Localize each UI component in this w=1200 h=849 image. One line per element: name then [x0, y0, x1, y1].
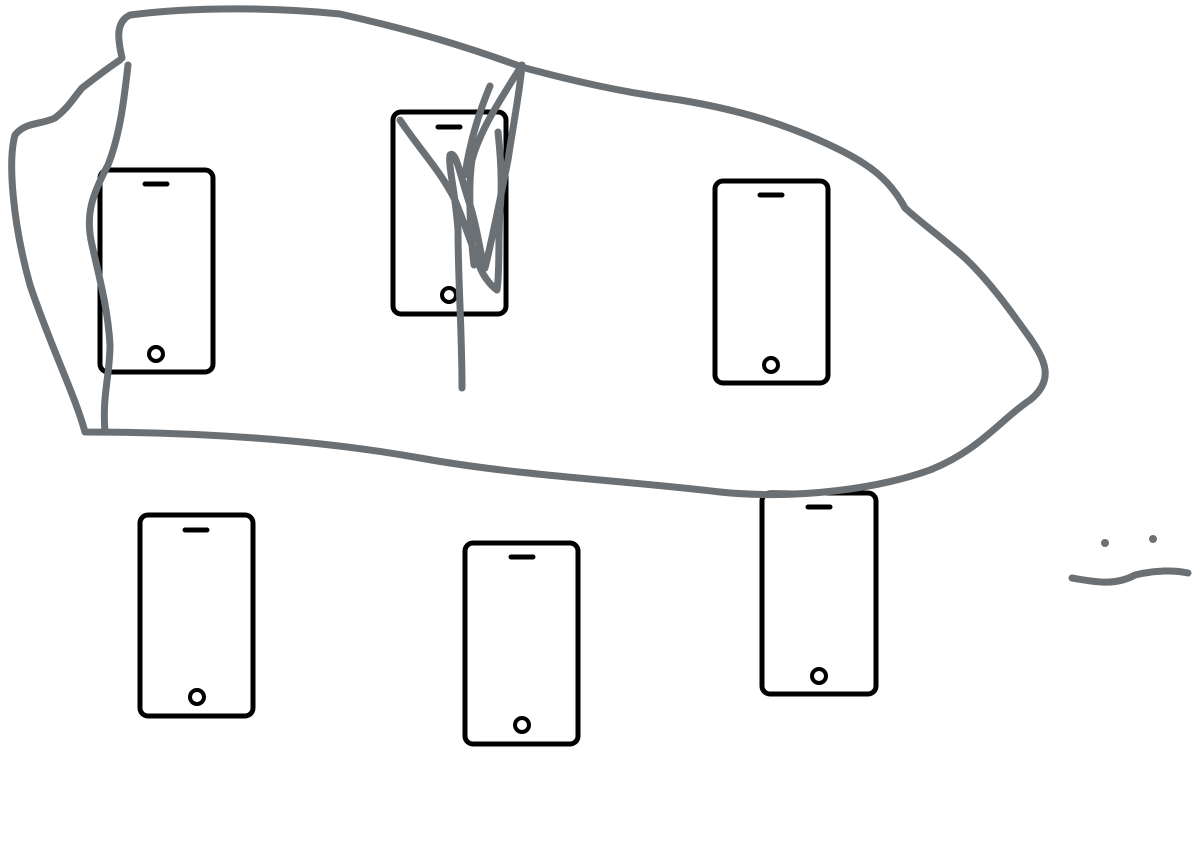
face-doodle: [1068, 535, 1192, 586]
enclosure-inner-stroke: [85, 61, 132, 436]
smartphone-icon: [712, 178, 831, 386]
enclosure-loop: [8, 5, 1049, 499]
smartphone-icon: [390, 109, 509, 317]
smartphone-icon: [137, 512, 256, 719]
smartphone-icon: [97, 167, 216, 375]
scribble-strike: [396, 61, 526, 392]
smartphone-icon: [462, 540, 581, 747]
smartphone-icon: [759, 490, 879, 697]
